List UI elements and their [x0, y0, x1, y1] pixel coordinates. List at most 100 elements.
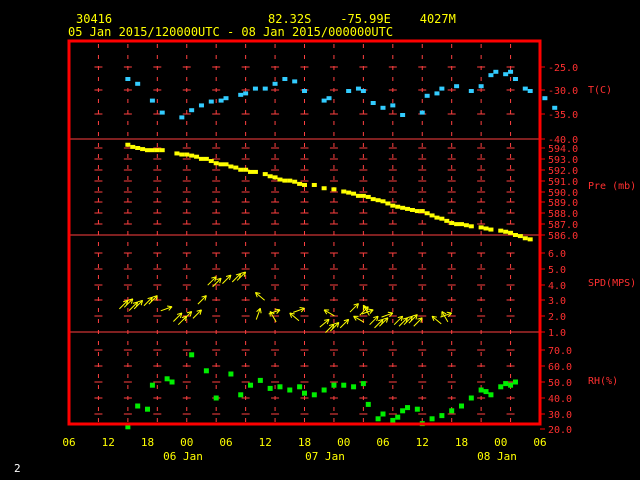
- wind-arrow-head: [147, 296, 153, 300]
- wind-arrow: [379, 317, 389, 327]
- pressure-point: [522, 236, 528, 241]
- rh-point: [149, 382, 155, 388]
- pressure-point: [140, 147, 146, 152]
- axis-labels-layer: -25.0-30.0-35.0-40.0T(C)594.0593.0592.05…: [62, 63, 636, 463]
- wind-arrow-head: [446, 311, 452, 314]
- pressure-point: [184, 152, 190, 157]
- rh-point: [365, 401, 371, 407]
- wind-arrow-shaft: [323, 309, 335, 317]
- pressure-point: [267, 174, 273, 179]
- wind-arrow: [222, 274, 232, 284]
- pressure-point: [213, 161, 219, 166]
- temperature-point: [439, 86, 445, 91]
- wind-arrow-shaft: [393, 315, 403, 326]
- wind-arrow-head: [378, 318, 384, 322]
- rh-point: [459, 403, 464, 409]
- pressure-point: [277, 177, 283, 182]
- right-tick-label: 3.0: [548, 296, 566, 307]
- temperature-point: [321, 98, 327, 103]
- wind-arrow: [160, 305, 173, 312]
- wind-arrow-head: [420, 317, 423, 323]
- wind-arrow-head: [356, 303, 359, 309]
- right-tick-label: -25.0: [548, 63, 578, 74]
- right-tick-label: 592.0: [548, 166, 578, 177]
- wind-arrow-head: [387, 311, 393, 314]
- wind-arrow-shaft: [128, 301, 139, 311]
- wind-arrow-shaft: [361, 309, 374, 315]
- wind-arrow-head: [431, 316, 435, 322]
- wind-arrow-head: [256, 307, 261, 312]
- wind-arrow: [393, 315, 404, 326]
- pressure-point: [331, 187, 337, 192]
- wind-arrow-head: [431, 315, 438, 318]
- temperature-point: [503, 72, 509, 77]
- temperature-point: [292, 79, 298, 84]
- temperature-point: [159, 110, 165, 115]
- pressure-point: [449, 221, 455, 226]
- pressure-point: [159, 148, 165, 153]
- wind-arrow-head: [216, 277, 222, 281]
- pressure-point: [248, 169, 254, 174]
- temperature-point: [512, 77, 518, 81]
- wind-arrow-shaft: [330, 322, 340, 332]
- wind-arrow-shaft: [381, 312, 393, 318]
- temperature-point: [179, 115, 185, 120]
- wind-arrow-head: [211, 276, 217, 279]
- x-tick-label: 12: [102, 436, 115, 449]
- temperature-point: [542, 96, 548, 101]
- rh-point: [351, 384, 357, 390]
- pressure-point: [395, 204, 401, 209]
- temperature-point: [380, 105, 386, 110]
- wind-arrow-head: [397, 315, 403, 319]
- right-tick-label: -35.0: [548, 110, 578, 121]
- pressure-point: [252, 169, 258, 174]
- panel-label: Pre (mb): [588, 181, 636, 192]
- wind-arrow-head: [186, 310, 192, 314]
- wind-arrow-head: [189, 311, 193, 317]
- rh-point: [302, 390, 307, 396]
- pressure-point: [380, 199, 386, 204]
- right-tick-label: 586.0: [548, 231, 578, 242]
- pressure-point: [287, 178, 293, 183]
- wind-arrow-head: [214, 276, 217, 282]
- temperature-point: [493, 69, 499, 74]
- wind-arrow: [255, 307, 262, 320]
- pressure-point: [208, 159, 214, 164]
- pressure-point: [365, 194, 371, 199]
- pressure-point: [405, 206, 411, 211]
- temperature-point: [552, 105, 558, 110]
- rh-point: [390, 417, 396, 423]
- rh-point: [439, 413, 445, 419]
- wind-arrow-head: [366, 306, 369, 312]
- temperature-point: [419, 110, 425, 115]
- wind-arrow-shaft: [268, 309, 281, 315]
- wind-arrow-head: [415, 314, 418, 320]
- wind-arrow-head: [167, 305, 173, 308]
- pressure-point: [429, 213, 435, 218]
- wind-arrow-head: [176, 312, 182, 315]
- right-tick-label: 2.0: [548, 312, 566, 323]
- wind-arrow-head: [152, 295, 158, 298]
- pressure-point: [439, 216, 445, 221]
- pressure-point: [135, 146, 141, 150]
- rh-point: [405, 405, 411, 411]
- rh-point: [248, 382, 254, 388]
- pressure-point: [174, 151, 180, 156]
- rh-point: [189, 352, 195, 358]
- pressure-point: [498, 228, 504, 233]
- rh-point: [169, 379, 175, 385]
- pressure-point: [125, 142, 131, 147]
- wind-arrow-head: [326, 319, 330, 325]
- wind-arrow-head: [343, 318, 349, 322]
- wind-arrow-head: [289, 312, 293, 318]
- pressure-point: [292, 179, 298, 184]
- temperature-point: [346, 89, 352, 93]
- wind-arrow-head: [382, 317, 389, 320]
- pressure-point: [321, 186, 327, 191]
- rh-point: [311, 392, 317, 398]
- temperature-point: [370, 101, 376, 105]
- pressure-point: [272, 175, 278, 180]
- pressure-point: [228, 164, 234, 169]
- plot-frame: [67, 39, 542, 426]
- wind-arrow-shaft: [222, 274, 232, 284]
